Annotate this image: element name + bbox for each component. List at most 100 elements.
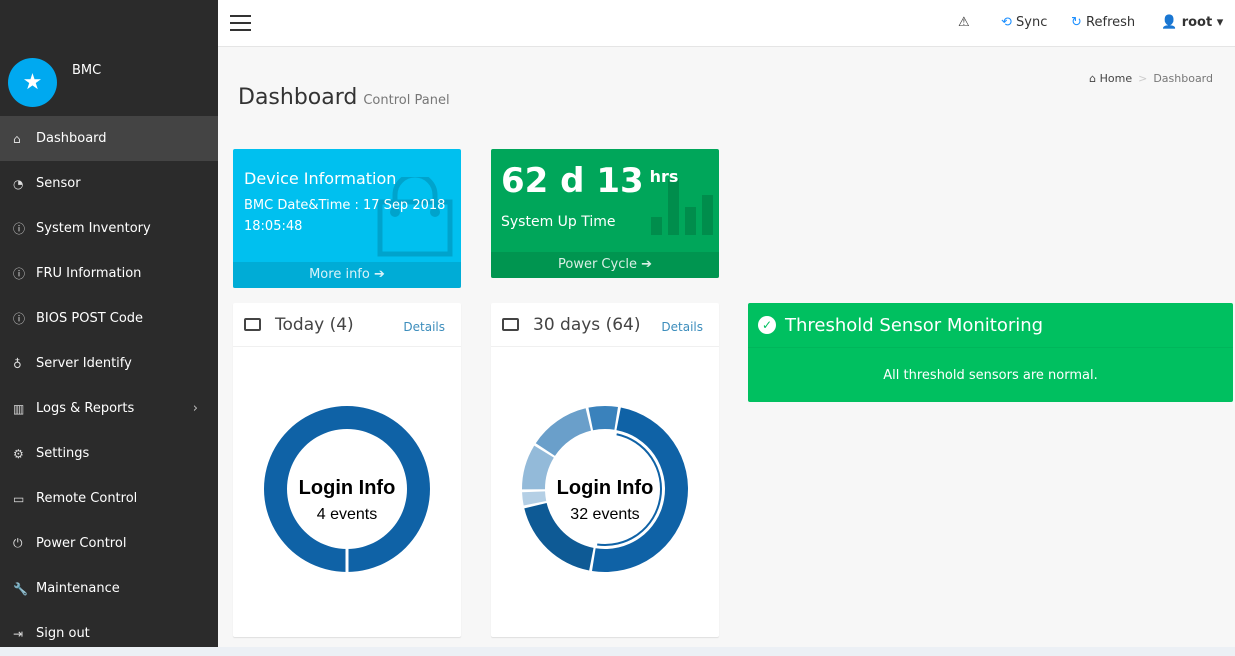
lightbulb-icon: ♁: [13, 356, 22, 371]
star-icon: ★: [8, 58, 57, 107]
gear-icon: ⚙: [13, 446, 24, 461]
power-cycle-label: Power Cycle: [557, 257, 637, 272]
breadcrumb-home[interactable]: Home: [1099, 72, 1133, 85]
datetime-label: BMC Date&Time : 17 Sep 2018: [244, 198, 446, 213]
uptime-unit: hrs: [649, 167, 679, 186]
info-icon: ⓘ: [13, 222, 26, 236]
donut-segment[interactable]: [522, 491, 547, 506]
breadcrumb: ⌂ Home > Dashboard: [1089, 72, 1213, 85]
refresh-button[interactable]: ↻ Refresh: [1071, 15, 1135, 30]
more-info-label: More info: [309, 267, 370, 282]
sidebar-item-label: BIOS POST Code: [36, 311, 144, 326]
sidebar-item-label: Server Identify: [36, 356, 132, 371]
today-donut-chart: Login Info 4 events: [263, 406, 430, 573]
sync-icon: ⟲: [1001, 15, 1012, 30]
time-value: 18:05:48: [244, 219, 303, 234]
donut-title: Login Info: [299, 477, 396, 499]
caret-down-icon: ▾: [1216, 15, 1224, 30]
page-subtitle: Control Panel: [363, 93, 450, 108]
threshold-message: All threshold sensors are normal.: [883, 368, 1098, 383]
sidebar-item-power-control[interactable]: ⏻ Power Control: [0, 521, 218, 566]
sidebar-item-maintenance[interactable]: 🔧 Maintenance: [0, 566, 218, 611]
home-icon: ⌂: [1089, 72, 1097, 85]
sidebar-item-bios-post-code[interactable]: ⓘ BIOS POST Code: [0, 296, 218, 341]
sidebar-item-system-inventory[interactable]: ⓘ System Inventory: [0, 206, 218, 251]
sidebar-item-server-identify[interactable]: ♁ Server Identify: [0, 341, 218, 386]
today-panel: Today (4) Details Login Info 4 events: [233, 303, 461, 637]
shopping-bag-icon: [377, 177, 453, 257]
sidebar-item-logs-reports[interactable]: ▥ Logs & Reports ›: [0, 386, 218, 431]
sidebar-item-label: System Inventory: [36, 221, 151, 236]
sidebar-item-dashboard[interactable]: ⌂ Dashboard: [0, 116, 218, 161]
bar-chart-icon: [651, 179, 713, 235]
sidebar-item-label: FRU Information: [36, 266, 142, 281]
power-icon: ⏻: [13, 536, 23, 550]
main-content: Dashboard Control Panel ⌂ Home > Dashboard …: [218, 47, 1235, 647]
user-icon: 👤: [1161, 15, 1178, 30]
sidebar-item-remote-control[interactable]: ▭ Remote Control: [0, 476, 218, 521]
power-cycle-link[interactable]: Power Cycle ➔: [491, 252, 719, 278]
warning-icon[interactable]: ⚠: [958, 15, 970, 30]
donut-segment[interactable]: [588, 406, 618, 431]
panel-title: Today (4): [275, 315, 354, 335]
title-text: Dashboard: [238, 85, 358, 110]
more-info-link[interactable]: More info ➔: [233, 262, 461, 288]
panel-title: 30 days (64): [533, 315, 641, 335]
brand-name: BMC: [72, 63, 102, 78]
sidebar: ★ BMC ⌂ Dashboard ◔ Sensor ⓘ System Inventory…: [0, 0, 218, 647]
user-name: root: [1181, 15, 1213, 30]
inbox-icon: [502, 318, 519, 331]
chevron-right-icon: ›: [192, 401, 198, 416]
inbox-icon: [244, 318, 261, 331]
uptime-box: 62 d 13 hrs System Up Time Power Cycle ➔: [491, 149, 719, 278]
sidebar-item-label: Settings: [36, 446, 90, 461]
sidebar-item-label: Power Control: [36, 536, 127, 551]
donut-title: Login Info: [557, 477, 654, 499]
donut-segment[interactable]: [592, 407, 688, 572]
refresh-icon: ↻: [1071, 15, 1082, 30]
arrow-circle-right-icon: ➔: [373, 267, 385, 282]
sidebar-item-settings[interactable]: ⚙ Settings: [0, 431, 218, 476]
info-icon: ⓘ: [13, 312, 26, 326]
donut-segment[interactable]: [535, 408, 591, 456]
donut-highlight-ring: [597, 433, 662, 546]
page-title: Dashboard Control Panel: [238, 85, 450, 110]
uptime-value: 62 d 13 hrs: [501, 161, 678, 201]
threshold-title: Threshold Sensor Monitoring: [785, 315, 1044, 336]
wrench-icon: 🔧: [13, 581, 28, 596]
sidebar-item-sensor[interactable]: ◔ Sensor: [0, 161, 218, 206]
sidebar-item-label: Sensor: [36, 176, 81, 191]
device-info-title: Device Information: [244, 169, 397, 188]
details-link[interactable]: Details: [403, 320, 445, 334]
dashboard-icon: ◔: [13, 176, 24, 191]
user-menu[interactable]: 👤 root ▾: [1161, 15, 1223, 30]
threshold-box: ✓ Threshold Sensor Monitoring All thresho…: [748, 303, 1233, 402]
monitor-icon: ▭: [13, 491, 25, 506]
home-icon: ⌂: [13, 131, 21, 146]
sidebar-item-sign-out[interactable]: ⇥ Sign out: [0, 611, 218, 656]
donut-subtitle: 32 events: [570, 506, 639, 523]
top-navbar: ⚠ ⟲ Sync ↻ Refresh 👤 root ▾: [218, 0, 1235, 47]
sync-label: Sync: [1016, 15, 1048, 30]
sidebar-item-fru-information[interactable]: ⓘ FRU Information: [0, 251, 218, 296]
details-link[interactable]: Details: [661, 320, 703, 334]
donut-segment[interactable]: [522, 445, 554, 490]
device-info-box: Device Information BMC Date&Time : 17 Se…: [233, 149, 461, 288]
30days-donut-chart: Login Info 32 events: [522, 406, 688, 572]
bmc-datetime: BMC Date&Time : 17 Sep 2018 18:05:48: [244, 195, 445, 237]
breadcrumb-current: Dashboard: [1153, 72, 1213, 85]
sync-button[interactable]: ⟲ Sync: [1001, 15, 1047, 30]
donut-subtitle: 4 events: [317, 506, 377, 523]
sign-out-icon: ⇥: [13, 626, 24, 641]
menu-toggle-icon[interactable]: [230, 15, 251, 31]
30days-panel: 30 days (64) Details Login Info 32 events: [491, 303, 719, 637]
refresh-label: Refresh: [1086, 15, 1136, 30]
donut-segment[interactable]: [524, 503, 594, 571]
uptime-label: System Up Time: [501, 214, 616, 230]
sidebar-item-label: Dashboard: [36, 131, 107, 146]
arrow-circle-right-icon: ➔: [641, 257, 652, 272]
check-circle-icon: ✓: [758, 316, 776, 334]
sidebar-item-label: Remote Control: [36, 491, 138, 506]
info-icon: ⓘ: [13, 267, 26, 281]
sidebar-item-label: Maintenance: [36, 581, 120, 596]
